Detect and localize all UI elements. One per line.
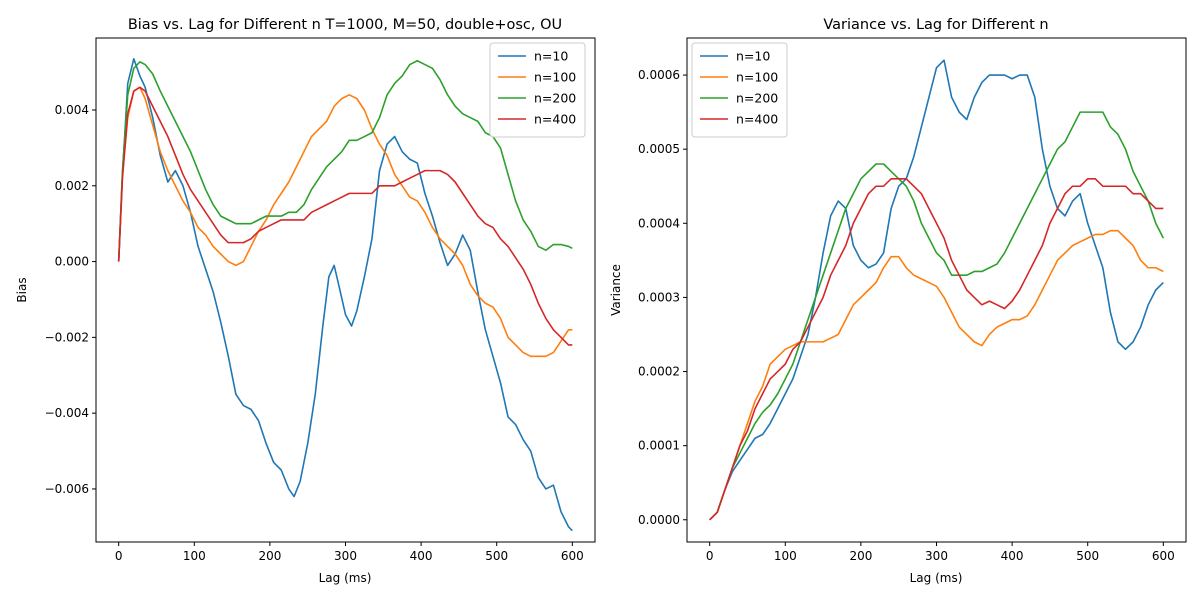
bias-panel: Bias vs. Lag for Different n T=1000, M=5… bbox=[15, 17, 596, 585]
variance-ytick-label: 0.0001 bbox=[638, 439, 680, 453]
bias-xtick-label: 0 bbox=[115, 549, 123, 563]
variance-axes-frame bbox=[686, 37, 1187, 543]
bias-ytick-label: 0.002 bbox=[55, 179, 89, 193]
bias-series-line-n-200 bbox=[117, 59, 573, 262]
variance-title: Variance vs. Lag for Different n bbox=[823, 17, 1048, 33]
bias-ylabel: Bias bbox=[15, 277, 29, 302]
bias-xtick-label: 100 bbox=[183, 549, 206, 563]
variance-legend-box bbox=[691, 42, 788, 138]
bias-ticks: 0 100 200 300 400 500 600 −0.006 −0.004 −0.002 0.0… bbox=[45, 103, 584, 563]
variance-lines bbox=[709, 59, 1165, 521]
variance-series-line-n-400 bbox=[709, 178, 1164, 521]
bias-series-line-n-10 bbox=[117, 58, 573, 532]
bias-legend-box bbox=[489, 42, 586, 138]
variance-legend-label: n=200 bbox=[736, 91, 778, 106]
bias-title: Bias vs. Lag for Different n T=1000, M=5… bbox=[128, 17, 562, 33]
variance-panel: Variance vs. Lag for Different n Lag (ms… bbox=[609, 17, 1187, 585]
bias-ytick-label: −0.002 bbox=[45, 330, 89, 344]
variance-series-line-n-100 bbox=[709, 229, 1164, 521]
bias-xtick-label: 200 bbox=[258, 549, 281, 563]
bias-xtick-label: 600 bbox=[561, 549, 584, 563]
variance-xtick-label: 300 bbox=[925, 549, 948, 563]
variance-xlabel: Lag (ms) bbox=[910, 571, 963, 585]
bias-ytick-label: 0.000 bbox=[55, 255, 89, 269]
variance-ytick-label: 0.0004 bbox=[638, 216, 680, 230]
bias-legend: n=10 n=100 n=200 n=400 bbox=[489, 42, 586, 138]
variance-legend: n=10 n=100 n=200 n=400 bbox=[691, 42, 788, 138]
variance-legend-label: n=400 bbox=[736, 112, 778, 127]
variance-ylabel: Variance bbox=[609, 264, 623, 316]
bias-legend-label: n=100 bbox=[534, 70, 576, 85]
variance-xtick-label: 600 bbox=[1152, 549, 1175, 563]
bias-lines bbox=[117, 58, 573, 532]
variance-legend-label: n=100 bbox=[736, 70, 778, 85]
bias-xtick-label: 400 bbox=[410, 549, 433, 563]
variance-xtick-label: 0 bbox=[706, 549, 714, 563]
variance-xtick-label: 200 bbox=[849, 549, 872, 563]
variance-legend-label: n=10 bbox=[736, 49, 770, 64]
bias-ytick-label: 0.004 bbox=[55, 103, 89, 117]
variance-ticks: 0 100 200 300 400 500 600 0.0000 0.0001 0.0002 0.0… bbox=[638, 68, 1175, 563]
bias-ytick-label: −0.004 bbox=[45, 406, 89, 420]
variance-xtick-label: 500 bbox=[1076, 549, 1099, 563]
bias-ytick-label: −0.006 bbox=[45, 482, 89, 496]
bias-series-line-n-100 bbox=[117, 86, 573, 358]
variance-xtick-label: 400 bbox=[1001, 549, 1024, 563]
variance-xtick-label: 100 bbox=[774, 549, 797, 563]
bias-series-line-n-400 bbox=[117, 86, 573, 346]
bias-legend-label: n=400 bbox=[534, 112, 576, 127]
bias-legend-label: n=200 bbox=[534, 91, 576, 106]
bias-axes-frame bbox=[95, 37, 596, 543]
variance-ytick-label: 0.0002 bbox=[638, 365, 680, 379]
variance-series-line-n-200 bbox=[709, 111, 1165, 521]
variance-ytick-label: 0.0003 bbox=[638, 290, 680, 304]
variance-series-line-n-10 bbox=[709, 59, 1164, 521]
bias-legend-label: n=10 bbox=[534, 49, 568, 64]
bias-xtick-label: 500 bbox=[485, 549, 508, 563]
bias-xtick-label: 300 bbox=[334, 549, 357, 563]
variance-ytick-label: 0.0000 bbox=[638, 513, 680, 527]
bias-xlabel: Lag (ms) bbox=[319, 571, 372, 585]
variance-ytick-label: 0.0005 bbox=[638, 142, 680, 156]
variance-ytick-label: 0.0006 bbox=[638, 68, 680, 82]
